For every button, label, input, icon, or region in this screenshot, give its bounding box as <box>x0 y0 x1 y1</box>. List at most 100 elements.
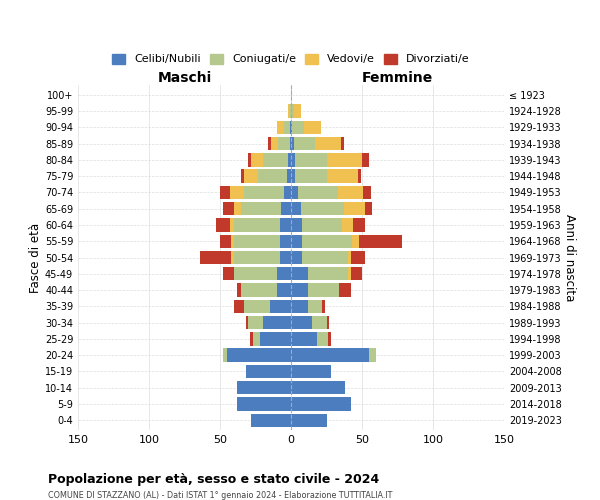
Bar <box>291 251 302 264</box>
Bar <box>291 104 294 118</box>
Bar <box>291 381 345 394</box>
Bar <box>302 218 342 232</box>
Bar <box>277 267 291 280</box>
Bar <box>251 153 263 166</box>
Bar <box>341 137 344 150</box>
Bar <box>237 398 291 410</box>
Bar <box>291 414 326 427</box>
Bar <box>291 202 301 215</box>
Bar <box>291 137 294 150</box>
Bar <box>350 251 365 264</box>
Bar <box>251 414 291 427</box>
Text: Popolazione per età, sesso e stato civile - 2024: Popolazione per età, sesso e stato civil… <box>48 472 379 486</box>
Text: COMUNE DI STAZZANO (AL) - Dati ISTAT 1° gennaio 2024 - Elaborazione TUTTITALIA.I: COMUNE DI STAZZANO (AL) - Dati ISTAT 1° … <box>48 491 392 500</box>
Bar <box>291 153 295 166</box>
Bar <box>304 120 321 134</box>
Bar <box>288 153 291 166</box>
Bar <box>302 251 348 264</box>
Bar <box>362 153 369 166</box>
Bar <box>280 251 291 264</box>
Bar <box>298 186 338 199</box>
Y-axis label: Anni di nascita: Anni di nascita <box>563 214 575 301</box>
Bar <box>291 316 313 330</box>
Bar <box>245 316 248 330</box>
Bar <box>302 234 352 248</box>
Bar <box>348 267 350 280</box>
Bar <box>234 202 241 215</box>
Bar <box>291 348 369 362</box>
Bar <box>227 348 291 362</box>
Bar <box>220 234 232 248</box>
Bar <box>338 186 364 199</box>
Bar <box>237 284 241 296</box>
Bar <box>232 234 234 248</box>
Bar <box>241 170 244 183</box>
Bar <box>294 104 301 118</box>
Bar <box>353 218 365 232</box>
Bar <box>308 267 348 280</box>
Bar <box>200 251 232 264</box>
Bar <box>284 120 290 134</box>
Bar <box>339 284 350 296</box>
Bar <box>369 348 376 362</box>
Bar <box>263 153 288 166</box>
Bar <box>291 234 302 248</box>
Bar <box>294 137 315 150</box>
Bar <box>234 218 280 232</box>
Bar <box>281 202 291 215</box>
Bar <box>259 170 287 183</box>
Bar <box>223 267 234 280</box>
Bar <box>301 202 344 215</box>
Bar <box>290 104 291 118</box>
Bar <box>291 332 317 345</box>
Bar <box>270 300 291 313</box>
Bar <box>308 284 339 296</box>
Bar <box>364 186 371 199</box>
Bar <box>277 120 284 134</box>
Bar <box>234 267 277 280</box>
Bar <box>277 284 291 296</box>
Text: Maschi: Maschi <box>157 71 212 85</box>
Bar <box>232 251 234 264</box>
Bar <box>284 186 291 199</box>
Bar <box>223 348 227 362</box>
Bar <box>237 381 291 394</box>
Bar <box>248 316 263 330</box>
Y-axis label: Fasce di età: Fasce di età <box>29 222 42 292</box>
Bar <box>290 137 291 150</box>
Bar <box>291 267 308 280</box>
Bar <box>234 251 280 264</box>
Bar <box>326 153 362 166</box>
Bar <box>313 316 326 330</box>
Bar <box>291 284 308 296</box>
Bar <box>344 202 365 215</box>
Bar <box>241 284 277 296</box>
Bar <box>280 218 291 232</box>
Bar <box>350 267 362 280</box>
Bar <box>244 186 284 199</box>
Bar <box>326 170 358 183</box>
Bar <box>260 332 291 345</box>
Bar <box>291 170 295 183</box>
Bar <box>234 234 280 248</box>
Bar <box>280 234 291 248</box>
Bar <box>308 300 322 313</box>
Bar <box>245 364 291 378</box>
Bar <box>295 153 326 166</box>
Bar <box>317 332 328 345</box>
Bar <box>342 218 353 232</box>
Bar <box>291 218 302 232</box>
Bar <box>292 120 304 134</box>
Bar <box>291 300 308 313</box>
Bar <box>288 104 290 118</box>
Bar <box>290 120 291 134</box>
Bar <box>220 186 230 199</box>
Bar <box>287 170 291 183</box>
Bar <box>263 316 291 330</box>
Bar <box>352 234 359 248</box>
Bar <box>234 300 244 313</box>
Bar <box>291 364 331 378</box>
Bar <box>315 137 341 150</box>
Bar <box>358 170 361 183</box>
Bar <box>230 218 234 232</box>
